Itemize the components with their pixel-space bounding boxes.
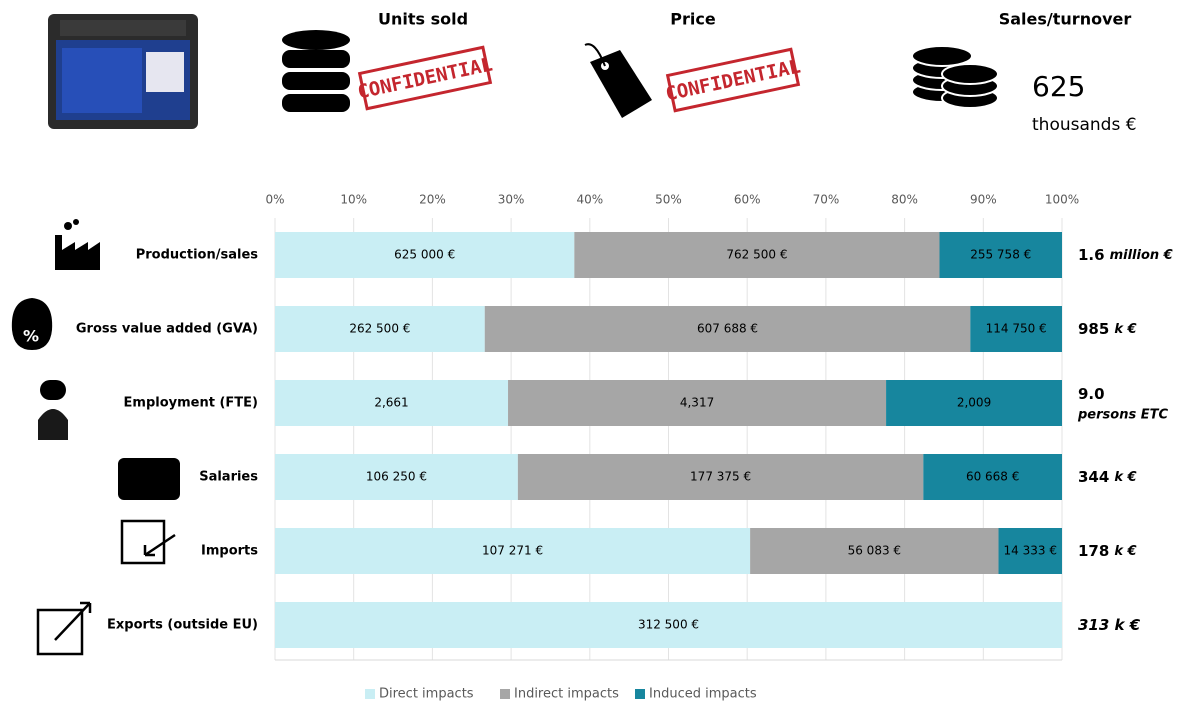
product-image bbox=[48, 14, 198, 129]
segment-label: 107 271 € bbox=[482, 544, 543, 558]
row-icons bbox=[11, 219, 180, 656]
total-label: 985 k € bbox=[1078, 320, 1137, 338]
total-unit: k € bbox=[1114, 322, 1136, 337]
bar-segment bbox=[517, 454, 924, 500]
bar-segment bbox=[574, 232, 940, 278]
bar-segment bbox=[923, 454, 1062, 500]
total-unit: million € bbox=[1110, 248, 1173, 263]
x-tick-label: 30% bbox=[498, 193, 525, 207]
bar-segment bbox=[939, 232, 1062, 278]
total-unit: persons ETC bbox=[1077, 408, 1168, 423]
tag-icon bbox=[584, 43, 652, 118]
bar-segment bbox=[275, 528, 751, 574]
category-label: Imports bbox=[201, 544, 258, 559]
coins-icon bbox=[911, 45, 999, 109]
x-tick-label: 100% bbox=[1045, 193, 1079, 207]
total-unit: k € bbox=[1114, 544, 1136, 559]
segment-label: 177 375 € bbox=[690, 470, 751, 484]
bar-segment bbox=[750, 528, 999, 574]
x-tick-label: 70% bbox=[813, 193, 840, 207]
bar-segment bbox=[275, 602, 1062, 648]
segment-label: 4,317 bbox=[680, 396, 714, 410]
total-label: 1.6 million € bbox=[1078, 246, 1173, 264]
segment-label: 255 758 € bbox=[970, 248, 1031, 262]
legend-swatch bbox=[635, 689, 645, 699]
sales-title: Sales/turnover bbox=[999, 10, 1132, 29]
segment-label: 14 333 € bbox=[1004, 544, 1057, 558]
bar-segment bbox=[508, 380, 887, 426]
segment-label: 2,661 bbox=[374, 396, 408, 410]
total-number: 178 bbox=[1078, 542, 1109, 560]
x-tick-label: 90% bbox=[970, 193, 997, 207]
segment-label: 60 668 € bbox=[966, 470, 1019, 484]
total-label: 344 k € bbox=[1078, 468, 1137, 486]
stamp: CONFIDENTIAL bbox=[664, 47, 803, 113]
total-number: 313 k € bbox=[1078, 616, 1141, 634]
units-title: Units sold bbox=[378, 10, 468, 29]
category-label: Salaries bbox=[199, 470, 258, 485]
segment-label: 762 500 € bbox=[726, 248, 787, 262]
total-number: 985 bbox=[1078, 320, 1109, 338]
sales-unit: thousands € bbox=[1032, 115, 1137, 135]
category-label: Exports (outside EU) bbox=[107, 618, 258, 633]
stamp: CONFIDENTIAL bbox=[356, 45, 495, 111]
legend-label: Indirect impacts bbox=[514, 687, 619, 702]
segment-label: 625 000 € bbox=[394, 248, 455, 262]
legend-label: Direct impacts bbox=[379, 687, 474, 702]
x-tick-label: 40% bbox=[576, 193, 603, 207]
x-tick-label: 10% bbox=[340, 193, 367, 207]
total-number: 1.6 bbox=[1078, 246, 1105, 264]
bar-segment bbox=[275, 380, 509, 426]
database-icon bbox=[282, 30, 350, 112]
category-label: Gross value added (GVA) bbox=[76, 322, 258, 337]
segment-label: 607 688 € bbox=[697, 322, 758, 336]
x-tick-label: 50% bbox=[655, 193, 682, 207]
segment-label: 2,009 bbox=[957, 396, 991, 410]
segment-label: 262 500 € bbox=[349, 322, 410, 336]
legend-swatch bbox=[500, 689, 510, 699]
price-title: Price bbox=[670, 10, 716, 29]
legend-label: Induced impacts bbox=[649, 687, 757, 702]
x-tick-label: 20% bbox=[419, 193, 446, 207]
category-label: Employment (FTE) bbox=[124, 396, 258, 411]
segment-label: 56 083 € bbox=[848, 544, 901, 558]
bar-segment bbox=[275, 306, 485, 352]
percent-icon: % bbox=[23, 327, 39, 346]
total-unit: k € bbox=[1114, 470, 1136, 485]
total-number: 9.0 bbox=[1078, 385, 1105, 403]
segment-label: 114 750 € bbox=[986, 322, 1047, 336]
segment-label: 312 500 € bbox=[638, 618, 699, 632]
legend-swatch bbox=[365, 689, 375, 699]
bar-segment bbox=[886, 380, 1062, 426]
total-label: 313 k € bbox=[1078, 616, 1141, 634]
segment-label: 106 250 € bbox=[366, 470, 427, 484]
category-label: Production/sales bbox=[136, 248, 259, 263]
total-label: 178 k € bbox=[1078, 542, 1137, 560]
total-label: 9.0 bbox=[1078, 385, 1105, 403]
bar-segment bbox=[275, 454, 518, 500]
bar-segment bbox=[275, 232, 575, 278]
x-tick-label: 0% bbox=[265, 193, 284, 207]
bar-segment bbox=[484, 306, 971, 352]
bar-segment bbox=[998, 528, 1062, 574]
total-number: 344 bbox=[1078, 468, 1109, 486]
sales-value: 625 bbox=[1032, 70, 1085, 103]
bar-segment bbox=[970, 306, 1062, 352]
x-tick-label: 80% bbox=[891, 193, 918, 207]
x-tick-label: 60% bbox=[734, 193, 761, 207]
